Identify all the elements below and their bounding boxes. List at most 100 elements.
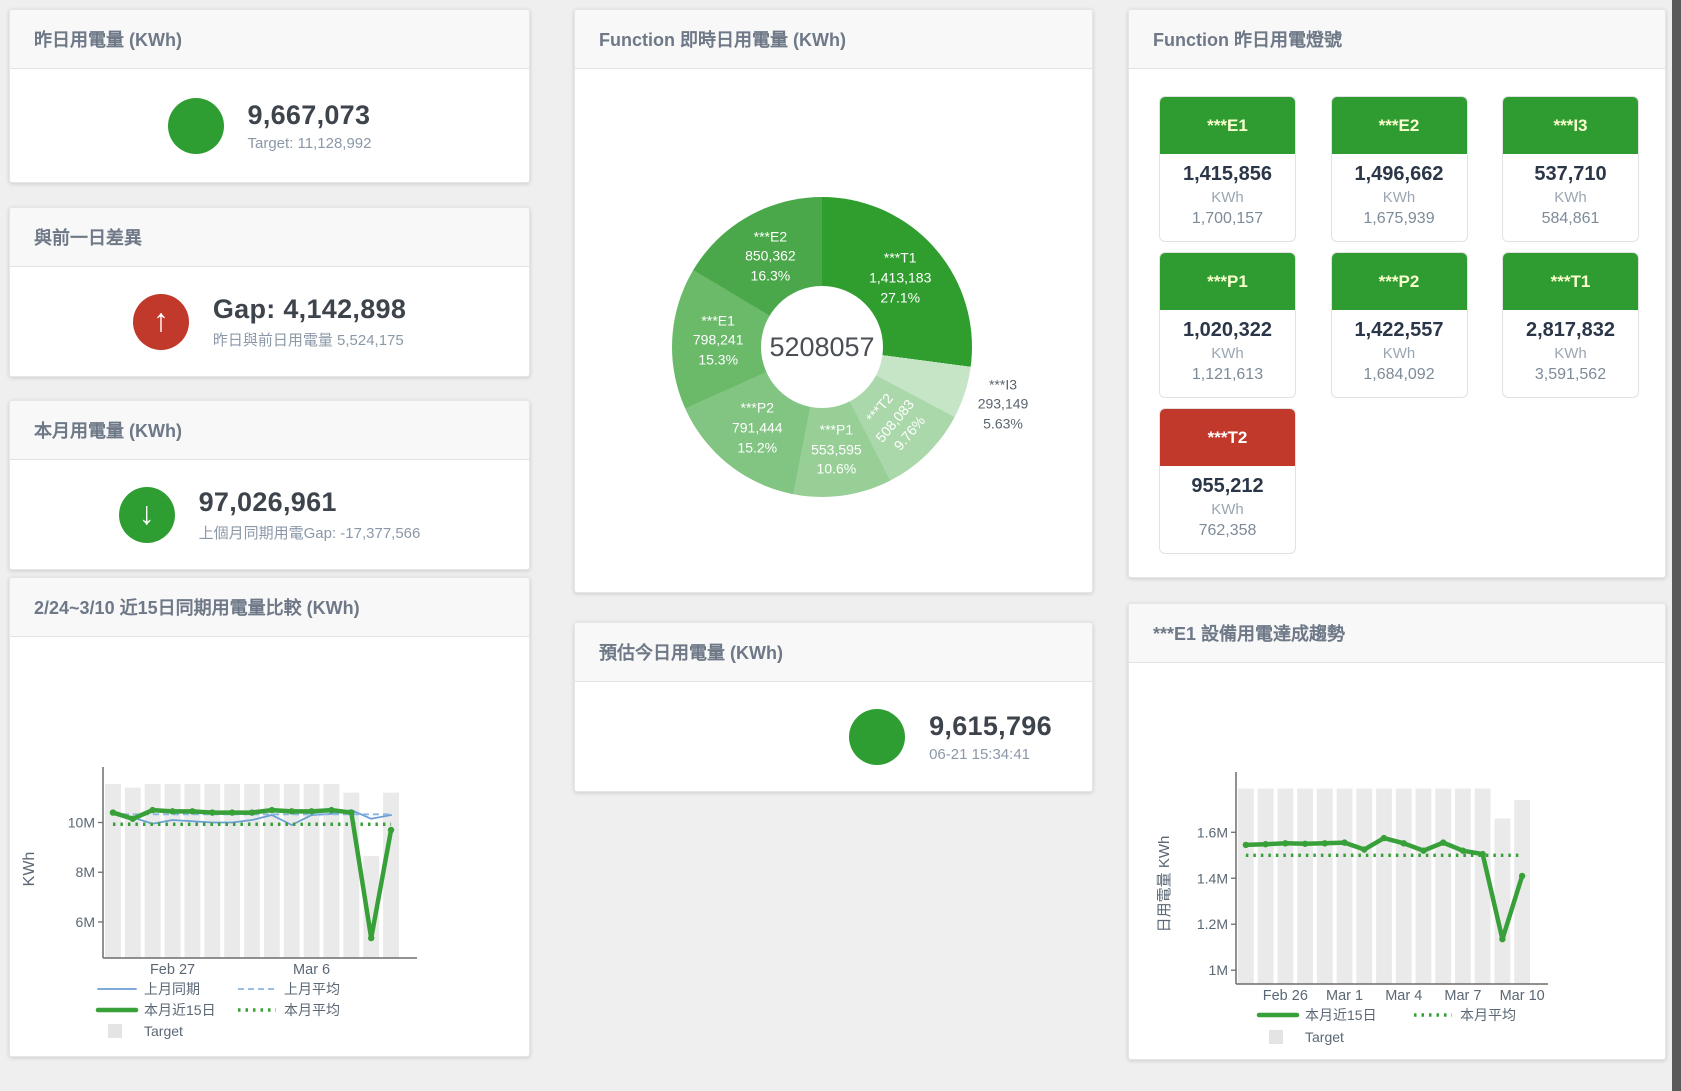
tile-unit: KWh xyxy=(1554,189,1587,206)
svg-text:本月近15日: 本月近15日 xyxy=(1305,1007,1377,1023)
card-header: Function 昨日用電燈號 xyxy=(1129,10,1665,69)
donut-center-total: 5208057 xyxy=(761,286,883,408)
svg-text:日用電量 KWh: 日用電量 KWh xyxy=(1156,836,1173,933)
tile-label: ***E1 xyxy=(1160,97,1295,154)
light-tile-T2: ***T2 955,212 KWh 762,358 xyxy=(1159,408,1296,554)
tile-value: 1,415,856 xyxy=(1183,163,1272,185)
svg-text:本月平均: 本月平均 xyxy=(284,1002,340,1018)
tile-target: 1,675,939 xyxy=(1363,210,1435,227)
tile-unit: KWh xyxy=(1211,501,1244,518)
light-tile-P1: ***P1 1,020,322 KWh 1,121,613 xyxy=(1159,252,1296,398)
tile-label: ***E2 xyxy=(1331,97,1467,154)
tile-target: 762,358 xyxy=(1198,522,1257,539)
card-title: 昨日用電量 (KWh) xyxy=(34,30,182,50)
svg-text:上月同期: 上月同期 xyxy=(144,981,200,997)
card-title: ***E1 設備用電達成趨勢 xyxy=(1153,624,1346,644)
tile-label: ***T2 xyxy=(1160,409,1295,466)
arrow-up-circle-icon: ↑ xyxy=(132,293,189,350)
kpi-value: 9,667,073 xyxy=(247,99,371,130)
compare15-chart: 6M 8M 10M Feb 27 Mar 6 KWh 上月同期 上月平均 本月近15日 本月平均 T… xyxy=(10,637,531,1063)
card-day-gap: 與前一日差異 ↑ Gap: 4,142,898 昨日與前日用電量 5,524,1… xyxy=(9,207,530,377)
svg-text:Mar 10: Mar 10 xyxy=(1500,988,1545,1004)
svg-text:1.6M: 1.6M xyxy=(1197,824,1228,840)
e1trend-chart: 1M 1.2M 1.4M 1.6M Feb 26 Mar 1 Mar 4 Mar 7 Mar 1… xyxy=(1129,663,1667,1066)
card-yesterday-lights: Function 昨日用電燈號 ***E1 1,415,856 KWh 1,700,1… xyxy=(1128,9,1666,578)
kpi-text: 9,615,796 06-21 15:34:41 xyxy=(929,711,1052,763)
kpi-subtitle: 06-21 15:34:41 xyxy=(929,745,1030,763)
tile-unit: KWh xyxy=(1554,345,1587,362)
svg-text:KWh: KWh xyxy=(21,852,38,887)
kpi-value: Gap: 4,142,898 xyxy=(212,293,407,324)
tile-value: 1,496,662 xyxy=(1354,163,1444,185)
svg-text:本月近15日: 本月近15日 xyxy=(144,1002,216,1018)
card-month-usage: 本月用電量 (KWh) ↓ 97,026,961 上個月同期用電Gap: -17… xyxy=(9,400,530,570)
tile-unit: KWh xyxy=(1382,189,1416,206)
kpi-body: 9,667,073 Target: 11,128,992 xyxy=(10,69,529,182)
status-circle-icon xyxy=(167,97,224,154)
kpi-text: Gap: 4,142,898 昨日與前日用電量 5,524,175 xyxy=(213,294,406,350)
tile-label: ***P1 xyxy=(1160,253,1295,310)
tile-unit: KWh xyxy=(1211,189,1244,206)
card-title: Function 昨日用電燈號 xyxy=(1153,30,1342,50)
svg-text:Feb 26: Feb 26 xyxy=(1263,988,1308,1004)
tile-value: 955,212 xyxy=(1191,475,1264,497)
svg-text:1.2M: 1.2M xyxy=(1197,916,1228,932)
lights-grid: ***E1 1,415,856 KWh 1,700,157 ***E2 1,496,662… xyxy=(1159,96,1639,554)
card-header: 本月用電量 (KWh) xyxy=(10,401,529,460)
card-header: Function 即時日用電量 (KWh) xyxy=(575,10,1092,69)
tile-unit: KWh xyxy=(1211,345,1244,362)
donut-slice-label-E2: ***E2 850,362 16.3% xyxy=(745,228,796,284)
card-yesterday-usage: 昨日用電量 (KWh) 9,667,073 Target: 11,128,992 xyxy=(9,9,530,183)
card-header: 2/24~3/10 近15日同期用電量比較 (KWh) xyxy=(10,578,529,637)
arrow-up-icon: ↑ xyxy=(152,301,169,338)
kpi-body: 9,615,796 06-21 15:34:41 xyxy=(575,682,1092,791)
tile-target: 3,591,562 xyxy=(1534,366,1607,383)
card-title: 2/24~3/10 近15日同期用電量比較 (KWh) xyxy=(34,598,360,618)
tile-value: 1,422,557 xyxy=(1354,319,1444,341)
donut-slice-label-P2: ***P2 791,444 15.2% xyxy=(731,400,783,456)
tile-value: 2,817,832 xyxy=(1526,319,1615,341)
svg-text:本月平均: 本月平均 xyxy=(1460,1007,1516,1023)
card-title: Function 即時日用電量 (KWh) xyxy=(599,30,846,50)
svg-text:8M: 8M xyxy=(76,864,95,880)
arrow-down-icon: ↓ xyxy=(138,494,155,531)
donut-slice-label-I3: ***I3 293,149 5.63% xyxy=(977,376,1029,432)
card-title: 本月用電量 (KWh) xyxy=(34,421,182,441)
svg-text:Mar 4: Mar 4 xyxy=(1385,988,1422,1004)
tile-value: 1,020,322 xyxy=(1183,319,1272,341)
donut-slice-label-T1: ***T1 1,413,183 27.1% xyxy=(869,250,932,306)
card-header: 預估今日用電量 (KWh) xyxy=(575,623,1092,682)
vertical-scrollbar[interactable] xyxy=(1672,0,1681,1091)
tile-target: 584,861 xyxy=(1541,210,1600,227)
kpi-text: 97,026,961 上個月同期用電Gap: -17,377,566 xyxy=(199,487,421,543)
donut-slice-label-E1: ***E1 798,241 15.3% xyxy=(692,312,744,368)
svg-text:6M: 6M xyxy=(76,914,95,930)
tile-label: ***I3 xyxy=(1503,97,1638,154)
svg-text:10M: 10M xyxy=(68,815,95,831)
card-realtime-donut: Function 即時日用電量 (KWh) 5208057 ***T1 1,413… xyxy=(574,9,1093,593)
e1trend-svg: 1M 1.2M 1.4M 1.6M Feb 26 Mar 1 Mar 4 Mar 7 Mar 1… xyxy=(1156,772,1548,1045)
svg-text:Mar 6: Mar 6 xyxy=(293,962,330,978)
kpi-value: 97,026,961 xyxy=(198,486,337,517)
arrow-down-circle-icon: ↓ xyxy=(118,486,175,543)
tile-label: ***P2 xyxy=(1331,253,1467,310)
kpi-text: 9,667,073 Target: 11,128,992 xyxy=(248,100,372,152)
tile-label: ***T1 xyxy=(1503,253,1638,310)
light-tile-P2: ***P2 1,422,557 KWh 1,684,092 xyxy=(1330,252,1468,398)
tile-target: 1,121,613 xyxy=(1191,366,1264,383)
svg-text:Mar 1: Mar 1 xyxy=(1326,988,1363,1004)
svg-text:Mar 7: Mar 7 xyxy=(1444,988,1481,1004)
light-tile-E2: ***E2 1,496,662 KWh 1,675,939 xyxy=(1330,96,1468,242)
tile-value: 537,710 xyxy=(1534,163,1607,185)
light-tile-E1: ***E1 1,415,856 KWh 1,700,157 xyxy=(1159,96,1296,242)
card-title: 與前一日差異 xyxy=(34,228,142,248)
donut-slice-label-P1: ***P1 553,595 10.6% xyxy=(811,421,862,477)
svg-text:1.4M: 1.4M xyxy=(1197,870,1228,886)
kpi-body: ↓ 97,026,961 上個月同期用電Gap: -17,377,566 xyxy=(10,460,529,569)
svg-text:Target: Target xyxy=(1305,1029,1344,1045)
card-e1-trend-chart: ***E1 設備用電達成趨勢 1M 1.2M 1.4M 1.6M Feb 26 Mar 1… xyxy=(1128,603,1666,1060)
kpi-body: ↑ Gap: 4,142,898 昨日與前日用電量 5,524,175 xyxy=(10,267,529,376)
svg-text:1M: 1M xyxy=(1209,962,1228,978)
kpi-value: 9,615,796 xyxy=(929,710,1052,741)
